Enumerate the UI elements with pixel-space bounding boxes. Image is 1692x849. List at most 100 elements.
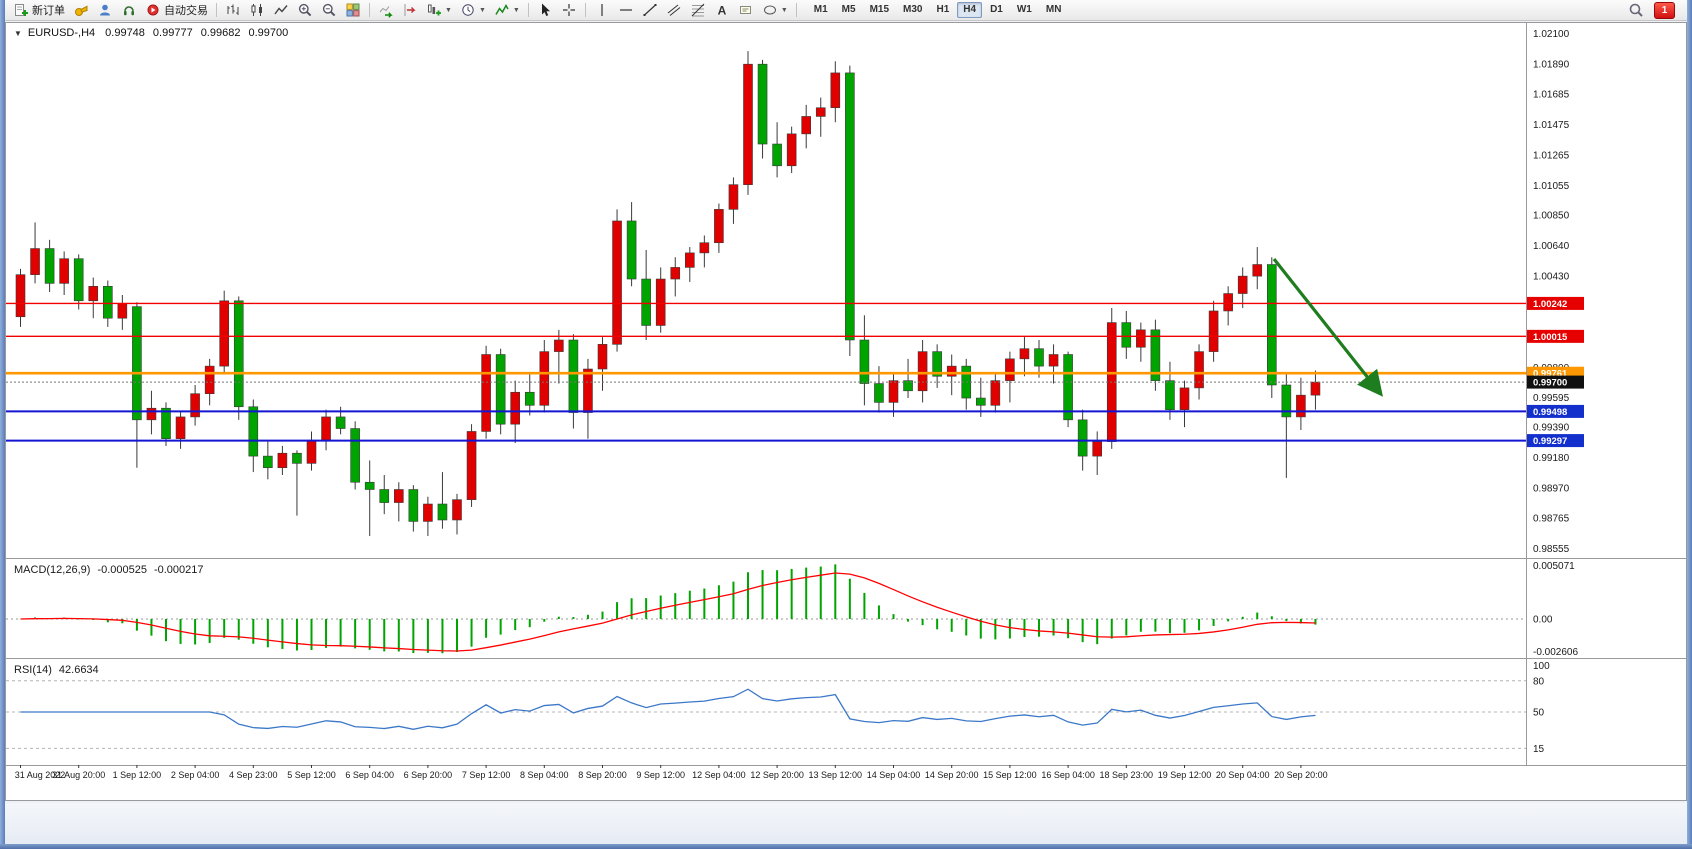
svg-text:6 Sep 20:00: 6 Sep 20:00 [404, 770, 453, 780]
svg-text:4 Sep 23:00: 4 Sep 23:00 [229, 770, 278, 780]
auto-scroll-icon [379, 6, 393, 18]
timeframe-m30[interactable]: M30 [903, 4, 923, 15]
indicators-button[interactable]: ▼ [490, 0, 524, 20]
chart-canvas[interactable]: 1.02100 1.01890 1.01685 1.01475 1.01265 1.010… [6, 23, 1686, 800]
metaeditor-button[interactable] [69, 0, 93, 20]
svg-text:9 Sep 12:00: 9 Sep 12:00 [636, 770, 685, 780]
macd-indicator-label: MACD(12,26,9) -0.000525 -0.000217 [14, 564, 204, 576]
chart-bars-button[interactable] [221, 0, 245, 20]
periods-button[interactable]: ▼ [456, 0, 490, 20]
price-axis[interactable]: 1.02100 1.01890 1.01685 1.01475 1.01265 1.010… [1527, 29, 1584, 755]
vertical-line-button[interactable] [590, 0, 614, 20]
svg-text:1.00242: 1.00242 [1533, 299, 1567, 310]
timeframe-h4[interactable]: H4 [957, 2, 983, 18]
svg-text:0.99761: 0.99761 [1533, 369, 1568, 380]
fibonacci-button[interactable] [686, 0, 710, 20]
svg-text:7 Sep 12:00: 7 Sep 12:00 [462, 770, 511, 780]
svg-text:20 Sep 20:00: 20 Sep 20:00 [1274, 770, 1328, 780]
svg-text:16 Sep 04:00: 16 Sep 04:00 [1041, 770, 1095, 780]
svg-text:0.99180: 0.99180 [1533, 453, 1570, 464]
trendline-button[interactable] [638, 0, 662, 20]
new-chart-button[interactable]: ▼ [422, 0, 456, 20]
zoom-in-button[interactable] [293, 0, 317, 20]
tile-windows-button[interactable] [341, 0, 365, 20]
person-icon [100, 4, 110, 16]
chart-window: 1.02100 1.01890 1.01685 1.01475 1.01265 1.010… [5, 22, 1687, 801]
arrow-annotation[interactable] [1272, 258, 1383, 397]
svg-text:13 Sep 12:00: 13 Sep 12:00 [809, 770, 863, 780]
clock-icon [462, 4, 474, 16]
one-click-trading-toggle[interactable]: ▼ [14, 28, 22, 38]
label-tool-button[interactable] [734, 0, 758, 20]
timeframe-toolbar: M1 M5 M15 M30 H1 H4 D1 W1 MN [807, 2, 1069, 18]
zoom-out-icon [322, 3, 336, 17]
svg-text:19 Sep 12:00: 19 Sep 12:00 [1158, 770, 1212, 780]
svg-text:0.99498: 0.99498 [1533, 407, 1567, 418]
text-tool-button[interactable]: A [710, 0, 734, 20]
trendline-icon [643, 4, 657, 16]
svg-text:15: 15 [1533, 744, 1545, 755]
support-button[interactable] [117, 0, 141, 20]
vertical-line-icon [601, 4, 603, 16]
svg-text:1.02100: 1.02100 [1533, 29, 1570, 40]
svg-text:12 Sep 20:00: 12 Sep 20:00 [750, 770, 804, 780]
macd-name: MACD(12,26,9) [14, 564, 91, 576]
chart-shift-button[interactable] [398, 0, 422, 20]
timeframe-m5[interactable]: M5 [841, 4, 856, 15]
crosshair-icon [562, 4, 575, 16]
indicator-icon [495, 3, 509, 15]
chart-line-button[interactable] [269, 0, 293, 20]
toolbar-right-group: 1 [1628, 1, 1675, 19]
svg-text:31 Aug 2022: 31 Aug 2022 [15, 770, 66, 780]
svg-text:20 Sep 04:00: 20 Sep 04:00 [1216, 770, 1270, 780]
svg-text:1.01685: 1.01685 [1533, 89, 1570, 100]
svg-text:31 Aug 20:00: 31 Aug 20:00 [52, 770, 105, 780]
notification-badge[interactable]: 1 [1654, 1, 1675, 19]
auto-scroll-button[interactable] [374, 0, 398, 20]
svg-text:0.98970: 0.98970 [1533, 484, 1570, 495]
svg-text:15 Sep 12:00: 15 Sep 12:00 [983, 770, 1037, 780]
symbol-timeframe-label: EURUSD-,H4 [27, 27, 96, 39]
svg-text:80: 80 [1533, 676, 1545, 687]
crosshair-button[interactable] [557, 0, 581, 20]
zoom-out-button[interactable] [317, 0, 341, 20]
quote-high: 0.99777 [152, 27, 193, 39]
quote-open: 0.99748 [105, 27, 145, 39]
shapes-icon [763, 5, 776, 15]
window-border-right [1687, 0, 1692, 849]
fibonacci-icon [691, 3, 705, 17]
channel-button[interactable] [662, 0, 686, 20]
timeframe-d1[interactable]: D1 [990, 4, 1003, 15]
timeframe-m15[interactable]: M15 [869, 4, 890, 15]
market-watch-button[interactable] [93, 0, 117, 20]
new-chart-icon [428, 4, 441, 16]
chart-candles-button[interactable] [245, 0, 269, 20]
svg-text:12 Sep 04:00: 12 Sep 04:00 [692, 770, 746, 780]
search-icon[interactable] [1628, 2, 1644, 18]
autotrading-icon [147, 4, 159, 16]
new-order-button[interactable]: 新订单 [9, 0, 69, 20]
svg-text:2 Sep 04:00: 2 Sep 04:00 [171, 770, 220, 780]
window-border-bottom [0, 844, 1692, 849]
timeframe-w1[interactable]: W1 [1016, 4, 1032, 15]
timeframe-m1[interactable]: M1 [813, 4, 828, 15]
macd-value-signal: -0.000217 [153, 564, 204, 576]
autotrading-label: 自动交易 [164, 5, 208, 17]
support-resistance-lines[interactable] [6, 302, 1526, 442]
rsi-indicator-label: RSI(14) 42.6634 [14, 664, 99, 676]
toolbar-separator [795, 3, 797, 17]
quote-low: 0.99682 [200, 27, 241, 39]
svg-text:1.00640: 1.00640 [1533, 241, 1570, 252]
timeframe-mn[interactable]: MN [1045, 4, 1062, 15]
autotrading-button[interactable]: 自动交易 [141, 0, 212, 20]
candles-layer [15, 51, 1321, 536]
toolbar-separator [369, 3, 370, 17]
cursor-button[interactable] [533, 0, 557, 20]
svg-text:50: 50 [1533, 708, 1545, 719]
timeframe-h1[interactable]: H1 [936, 4, 950, 15]
shapes-button[interactable]: ▼ [758, 0, 792, 20]
horizontal-line-button[interactable] [614, 0, 638, 20]
svg-text:1.00015: 1.00015 [1533, 332, 1568, 343]
rsi-value: 42.6634 [58, 664, 99, 676]
